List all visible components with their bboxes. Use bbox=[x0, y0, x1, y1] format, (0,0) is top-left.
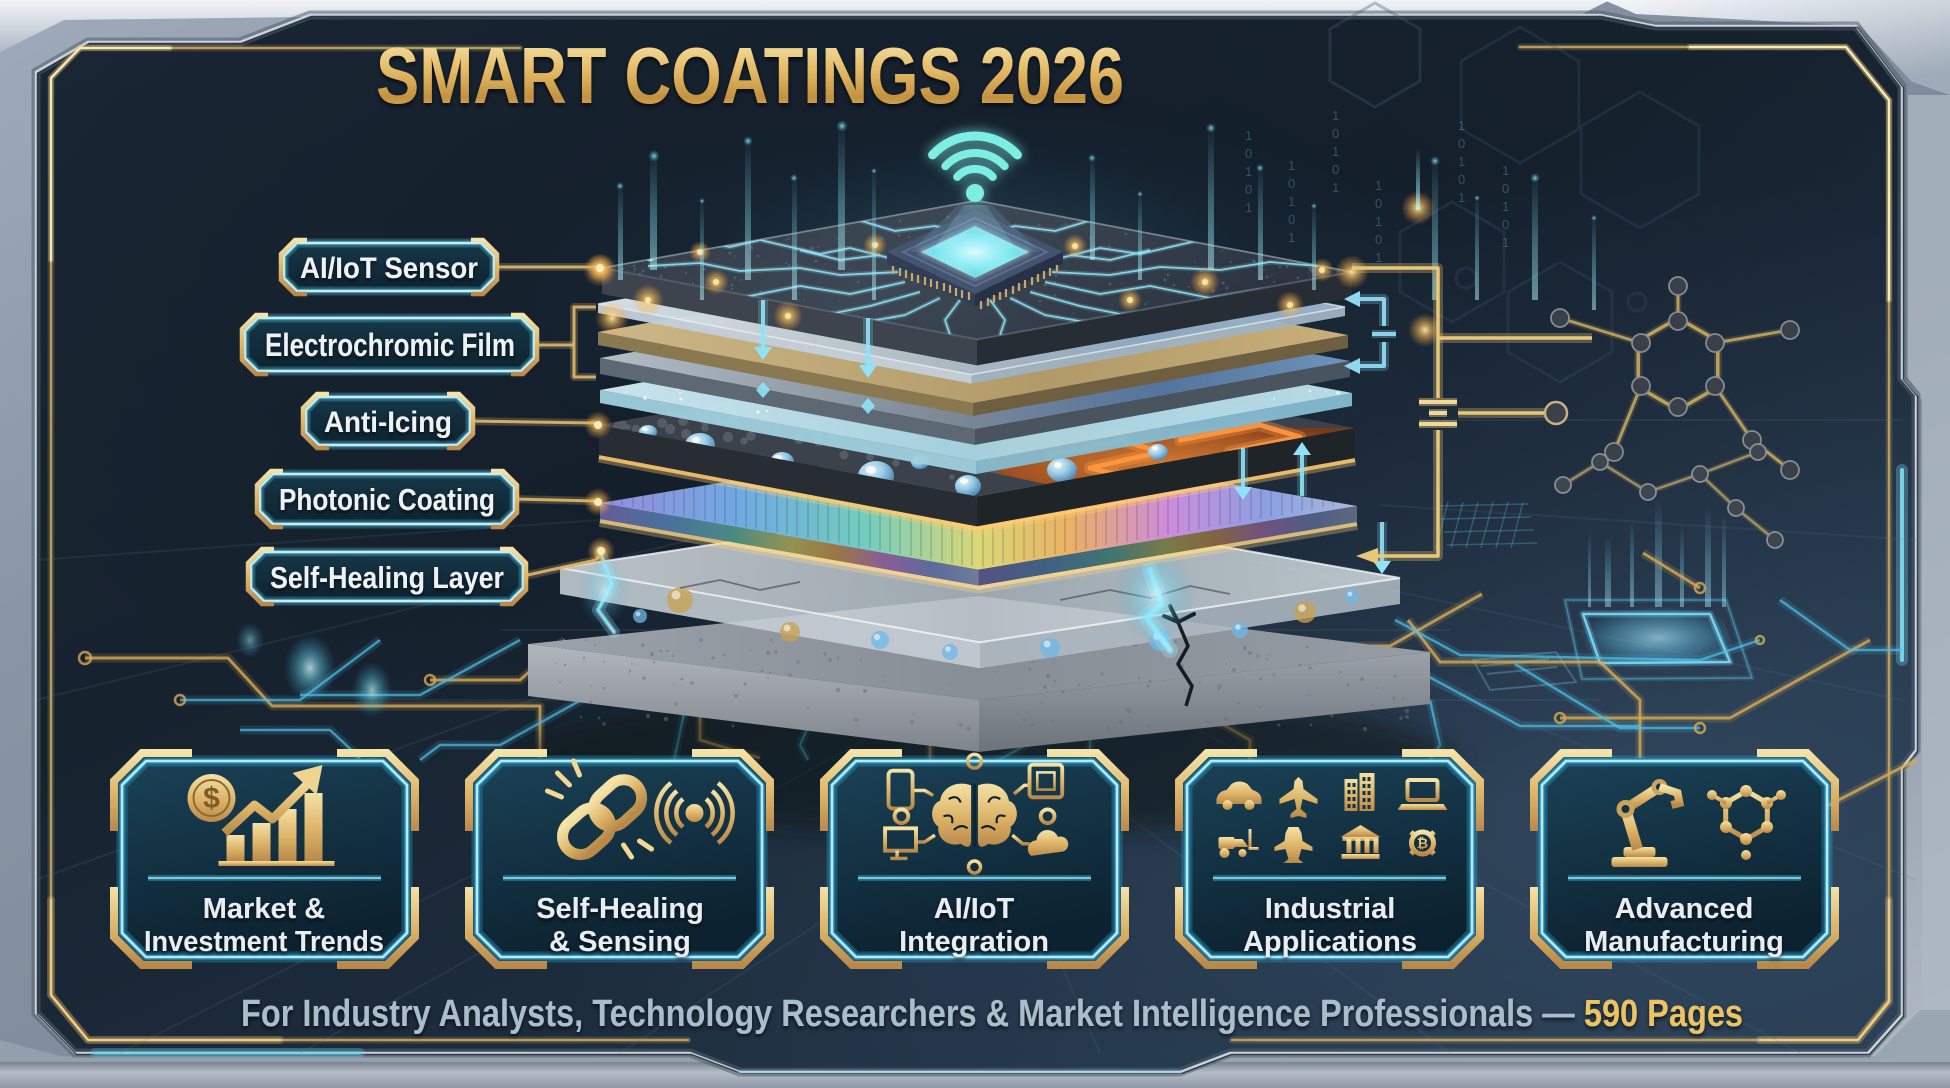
svg-text:Electrochromic Film: Electrochromic Film bbox=[265, 327, 515, 363]
svg-text:Investment Trends: Investment Trends bbox=[144, 926, 384, 958]
svg-text:Advanced: Advanced bbox=[1615, 893, 1754, 925]
svg-text:$: $ bbox=[203, 782, 220, 815]
svg-text:Photonic Coating: Photonic Coating bbox=[279, 482, 495, 517]
svg-text:& Sensing: & Sensing bbox=[549, 926, 691, 958]
svg-text:Market &: Market & bbox=[203, 893, 326, 925]
svg-text:Self-Healing: Self-Healing bbox=[536, 893, 704, 925]
svg-text:For Industry Analysts, Technol: For Industry Analysts, Technology Resear… bbox=[241, 993, 1743, 1035]
svg-text:Anti-Icing: Anti-Icing bbox=[324, 406, 452, 439]
svg-text:Self-Healing Layer: Self-Healing Layer bbox=[270, 560, 504, 595]
svg-text:₿: ₿ bbox=[1417, 835, 1428, 851]
svg-text:Manufacturing: Manufacturing bbox=[1584, 926, 1784, 958]
svg-text:SMART COATINGS 2026: SMART COATINGS 2026 bbox=[376, 31, 1124, 120]
svg-text:AI/IoT: AI/IoT bbox=[934, 893, 1015, 925]
svg-text:AI/IoT Sensor: AI/IoT Sensor bbox=[300, 252, 478, 285]
svg-text:Integration: Integration bbox=[899, 926, 1049, 958]
svg-text:Industrial: Industrial bbox=[1265, 893, 1396, 925]
svg-text:Applications: Applications bbox=[1243, 926, 1417, 958]
